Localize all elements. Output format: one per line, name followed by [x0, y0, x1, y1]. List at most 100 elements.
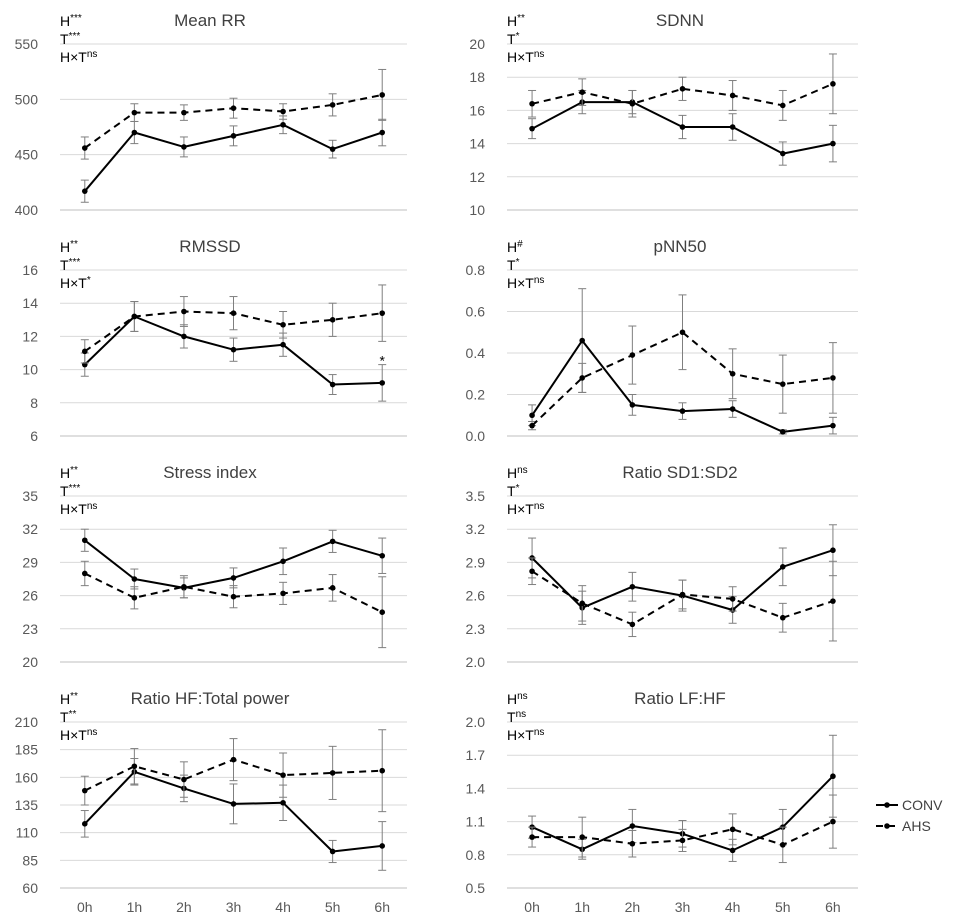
ratio-lf-hf-stat-label: H×Tns: [507, 727, 544, 743]
stress-index-ahs-data-point: [230, 593, 237, 600]
ratio-hf-total-power-title: Ratio HF:Total power: [131, 689, 290, 708]
mean-rr-y-tick-label: 450: [15, 147, 39, 163]
mean-rr-ahs-data-point: [131, 109, 138, 116]
sdnn-title: SDNN: [656, 11, 704, 30]
sdnn-conv-data-point: [529, 125, 535, 132]
mean-rr-conv-data-point: [131, 129, 138, 136]
pnn50-conv-data-point: [579, 337, 586, 344]
panel-ratio-lf-hf: 0.5 0.8 1.1 1.4 1.7 2.0 0h 1h 2h 3h 4h 5h 6h Ratio LF…: [466, 689, 858, 915]
mean-rr-ahs-data-point: [280, 108, 286, 115]
sdnn-conv-data-point: [779, 150, 786, 157]
stress-index-conv-data-point: [81, 537, 88, 544]
ratio-lf-hf-y-tick-label: 2.0: [466, 714, 486, 730]
ratio-hf-total-power-x-tick-label: 3h: [226, 899, 242, 915]
rmssd-stat-label: T***: [60, 257, 80, 273]
ratio-lf-hf-x-tick-label: 4h: [725, 899, 741, 915]
ratio-lf-hf-stat-label: Tns: [507, 709, 526, 725]
sdnn-ahs-data-point: [529, 100, 535, 107]
ratio-sd1-sd2-y-tick-label: 2.9: [466, 554, 486, 570]
rmssd-conv-data-point: [329, 381, 336, 388]
pnn50-y-tick-label: 0.0: [466, 428, 486, 444]
mean-rr-conv-data-point: [280, 121, 286, 128]
ratio-hf-total-power-ahs-data-point: [181, 776, 187, 783]
pnn50-conv-data-point: [529, 412, 535, 419]
ratio-lf-hf-ahs-data-point: [629, 840, 636, 847]
pnn50-stat-label: H×Tns: [507, 275, 544, 291]
pnn50-ahs-data-point: [729, 370, 736, 377]
ratio-lf-hf-x-tick-label: 5h: [775, 899, 791, 915]
ratio-lf-hf-y-tick-label: 1.4: [466, 780, 486, 796]
rmssd-stat-label: H×T*: [60, 275, 91, 291]
ratio-lf-hf-x-tick-label: 2h: [625, 899, 641, 915]
pnn50-conv-data-point: [629, 402, 636, 408]
ratio-lf-hf-ahs-data-point: [529, 834, 535, 840]
stress-index-ahs-data-point: [379, 609, 386, 615]
ratio-lf-hf-ahs-data-point: [729, 826, 736, 833]
mean-rr-y-tick-label: 500: [15, 91, 39, 107]
ratio-lf-hf-ahs-data-point: [579, 834, 586, 840]
legend-label-ahs: AHS: [902, 818, 931, 834]
ratio-lf-hf-y-tick-label: 0.8: [466, 847, 486, 863]
ratio-sd1-sd2-ahs-data-point: [830, 598, 836, 604]
stress-index-y-tick-label: 20: [22, 654, 38, 670]
rmssd-y-tick-label: 14: [22, 295, 38, 311]
ratio-hf-total-power-ahs-data-point: [230, 756, 237, 763]
ratio-hf-total-power-stat-label: T**: [60, 709, 76, 725]
ratio-hf-total-power-ahs-data-point: [131, 763, 138, 770]
mean-rr-ahs-data-point: [329, 102, 336, 108]
rmssd-ahs-data-point: [379, 310, 386, 316]
ratio-sd1-sd2-y-tick-label: 3.5: [466, 488, 486, 504]
sdnn-y-tick-label: 16: [469, 102, 485, 118]
ratio-hf-total-power-x-tick-label: 4h: [275, 899, 291, 915]
stress-index-conv-data-point: [230, 575, 237, 581]
stress-index-ahs-data-point: [181, 583, 187, 590]
sdnn-y-tick-label: 18: [469, 69, 485, 85]
pnn50-conv-data-point: [830, 422, 836, 429]
rmssd-ahs-data-point: [81, 348, 88, 355]
ratio-hf-total-power-x-tick-label: 5h: [325, 899, 341, 915]
stress-index-stat-label: H×Tns: [60, 501, 97, 517]
sdnn-ahs-data-point: [729, 92, 736, 99]
pnn50-conv-data-point: [779, 429, 786, 435]
mean-rr-ahs-data-point: [230, 105, 237, 111]
ratio-lf-hf-stat-label: Hns: [507, 691, 528, 707]
sdnn-ahs-data-point: [629, 100, 636, 107]
legend-swatch-ahs-marker: [884, 823, 890, 829]
pnn50-conv-data-point: [729, 406, 736, 412]
mean-rr-conv-data-point: [81, 188, 88, 194]
panel-ratio-sd1-sd2: 2.0 2.3 2.6 2.9 3.2 3.5 Ratio SD1:SD2 Hns T* H×Tn…: [466, 463, 858, 670]
rmssd-annotation: *: [379, 353, 385, 369]
ratio-hf-total-power-x-tick-label: 2h: [176, 899, 192, 915]
ratio-hf-total-power-x-tick-label: 1h: [127, 899, 143, 915]
ratio-sd1-sd2-conv-data-point: [629, 583, 636, 590]
mean-rr-stat-label: H×Tns: [60, 49, 97, 65]
sdnn-y-tick-label: 12: [469, 169, 485, 185]
pnn50-conv-data-point: [679, 408, 686, 414]
sdnn-stat-label: H**: [507, 13, 525, 29]
sdnn-y-tick-label: 20: [469, 36, 485, 52]
stress-index-conv-data-point: [131, 576, 138, 582]
stress-index-ahs-data-point: [81, 570, 88, 577]
sdnn-conv-data-point: [729, 124, 736, 130]
sdnn-stat-label: H×Tns: [507, 49, 544, 65]
stress-index-ahs-data-point: [280, 590, 286, 597]
rmssd-conv-data-point: [280, 341, 286, 348]
mean-rr-y-tick-label: 400: [15, 202, 39, 218]
mean-rr-ahs-data-point: [81, 145, 88, 151]
ratio-hf-total-power-y-tick-label: 60: [22, 880, 38, 896]
ratio-hf-total-power-conv-data-point: [81, 821, 88, 827]
pnn50-y-tick-label: 0.2: [466, 387, 486, 403]
ratio-hf-total-power-ahs-data-point: [329, 770, 336, 776]
pnn50-title: pNN50: [654, 237, 707, 256]
ratio-hf-total-power-ahs-data-point: [379, 767, 386, 774]
ratio-hf-total-power-y-tick-label: 135: [15, 797, 39, 813]
panel-rmssd: 6 8 10 12 14 16 RMSSD H** T*** H×T* *: [22, 237, 407, 444]
pnn50-ahs-data-point: [779, 381, 786, 387]
ratio-hf-total-power-conv-data-point: [329, 848, 336, 855]
panel-ratio-hf-total-power: 60 85 110 135 160 185 210 0h 1h 2h 3h 4h 5h 6h Ratio H…: [15, 689, 407, 915]
ratio-lf-hf-x-tick-label: 6h: [825, 899, 841, 915]
stress-index-y-tick-label: 32: [22, 521, 38, 537]
ratio-lf-hf-y-tick-label: 1.1: [466, 814, 486, 830]
ratio-lf-hf-conv-data-point: [629, 823, 636, 829]
